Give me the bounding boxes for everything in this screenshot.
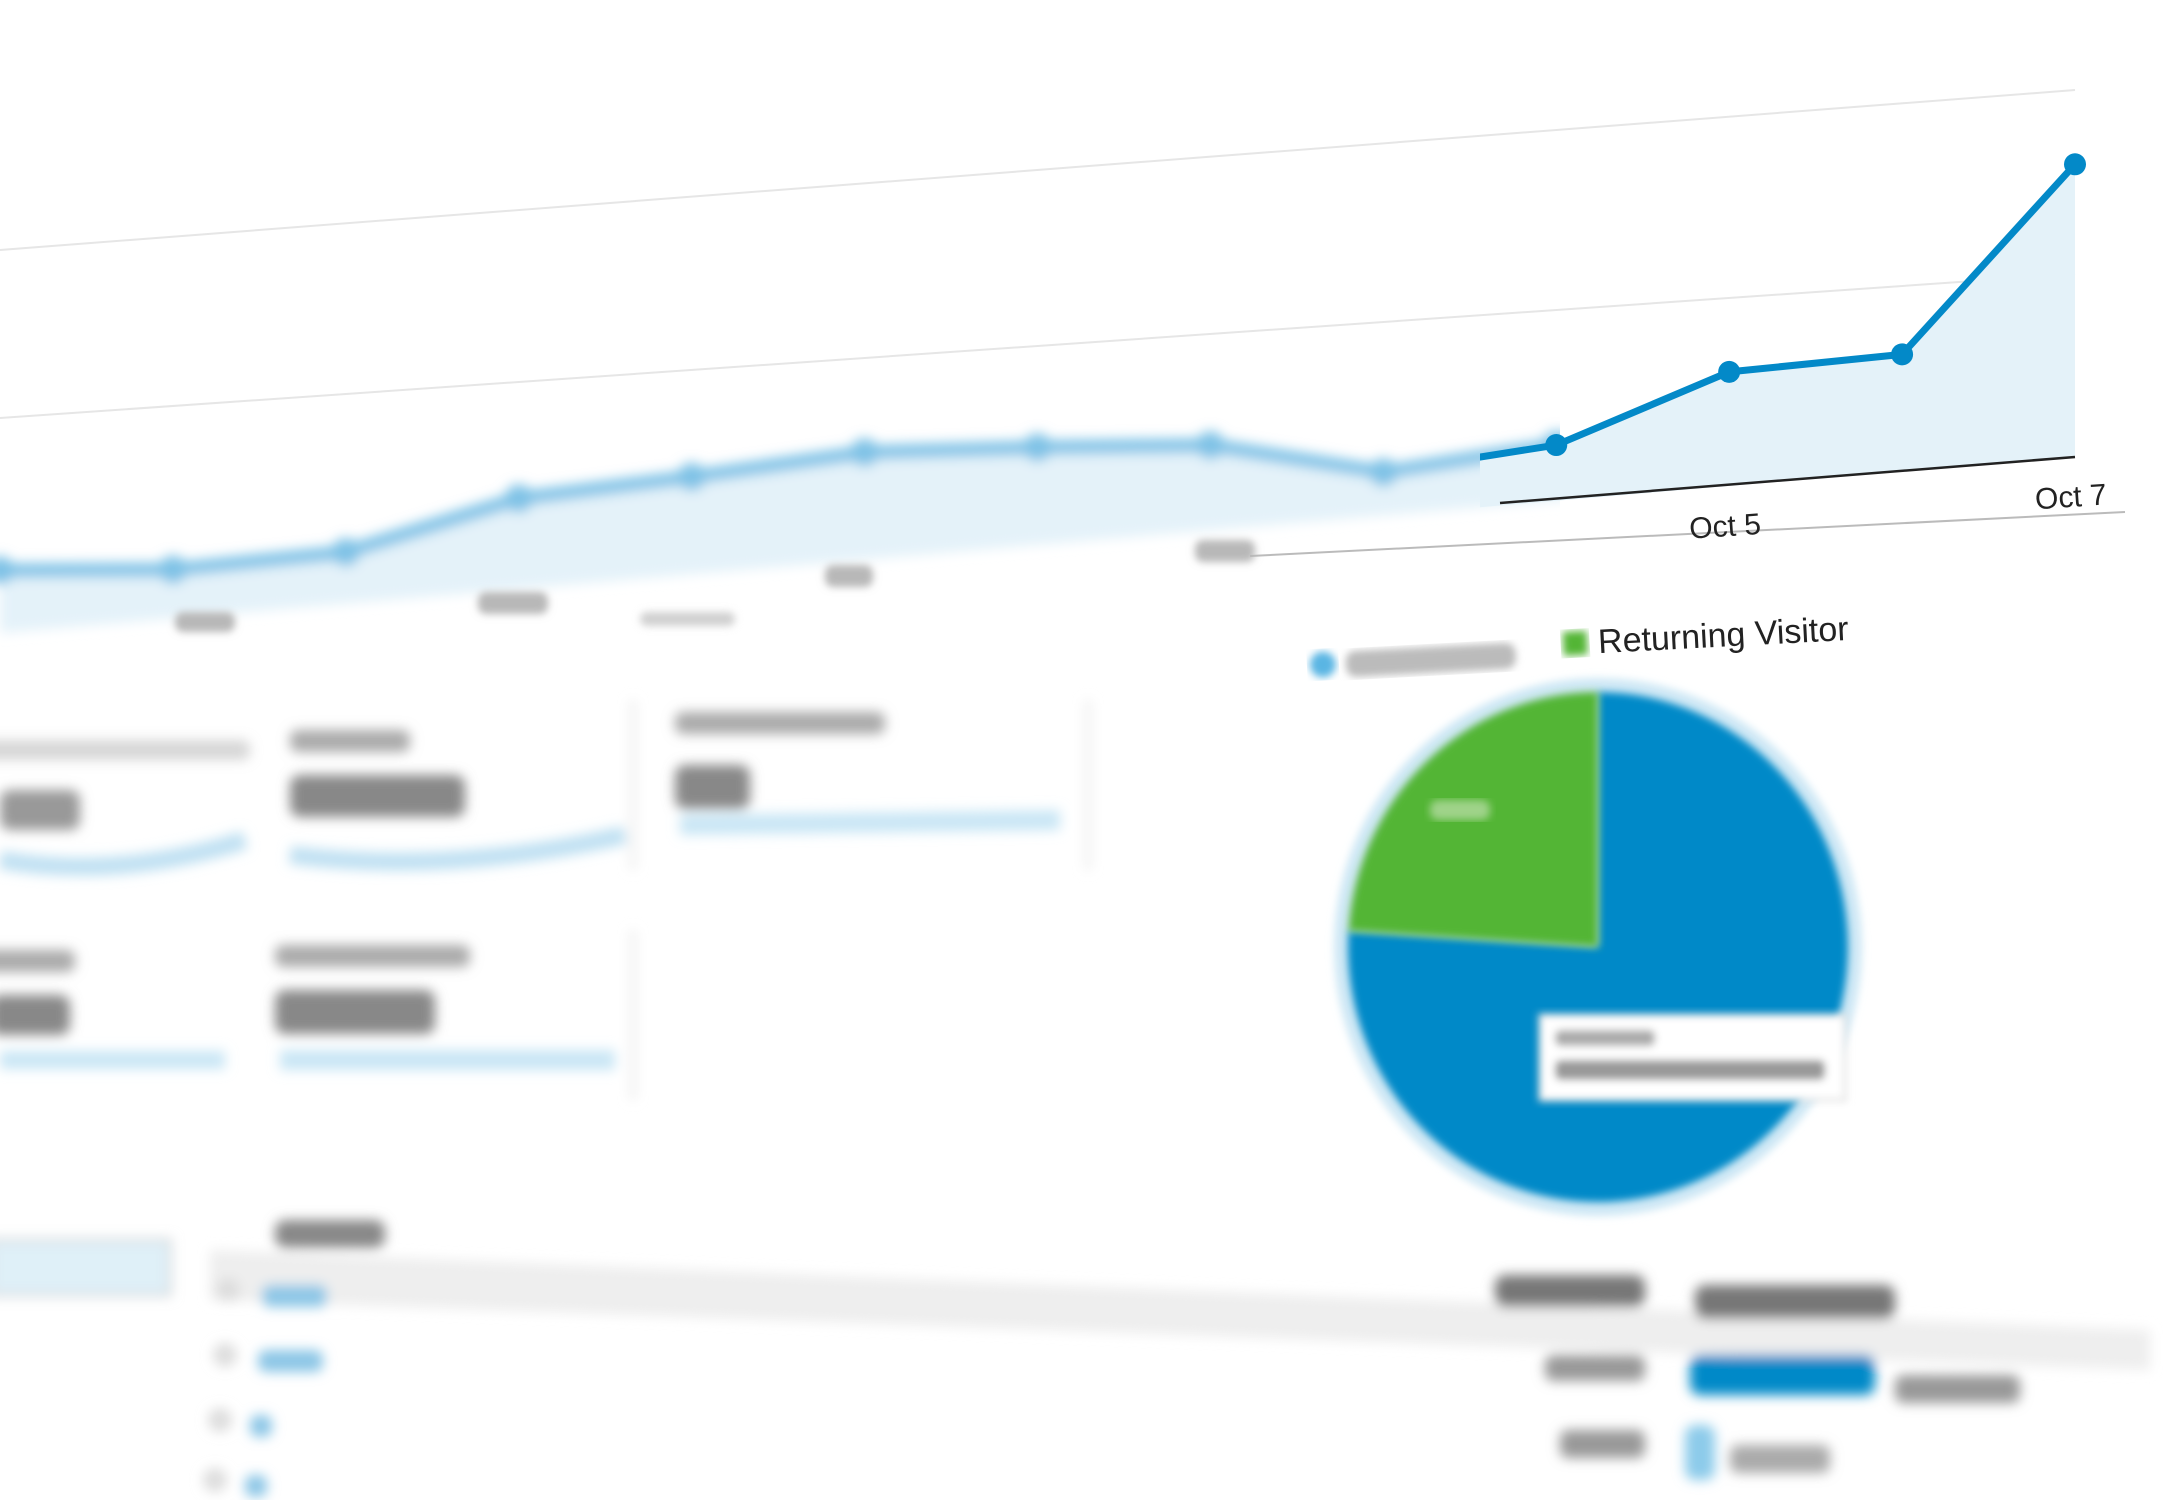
table-row[interactable] bbox=[213, 1343, 1830, 1480]
chart-gridlines bbox=[0, 89, 2076, 419]
data-point[interactable] bbox=[1718, 360, 1741, 383]
tick-label-blurred bbox=[478, 592, 548, 614]
table-row[interactable] bbox=[203, 1468, 267, 1497]
table-row[interactable] bbox=[216, 1278, 2020, 1403]
line-chart-sharp bbox=[1480, 153, 2086, 508]
metric-cards bbox=[0, 700, 1091, 1100]
blurred-tick-labels bbox=[175, 540, 1255, 632]
x-axis-line bbox=[1499, 455, 2076, 505]
data-point[interactable] bbox=[158, 555, 187, 584]
table-row[interactable] bbox=[208, 1408, 272, 1437]
metric-card bbox=[275, 930, 636, 1100]
legend-label-returning-visitor: Returning Visitor bbox=[1597, 610, 1849, 661]
data-point[interactable] bbox=[504, 484, 533, 513]
x-tick-labels: Oct 5 Oct 7 bbox=[1688, 478, 2108, 545]
legend-swatch-new-visitor[interactable] bbox=[1309, 651, 1336, 678]
x-tick-label: Oct 5 bbox=[1688, 508, 1762, 546]
column-header-blurred bbox=[275, 1220, 385, 1248]
data-point[interactable] bbox=[1196, 431, 1225, 460]
data-point[interactable] bbox=[331, 538, 360, 567]
metric-card bbox=[0, 740, 250, 876]
data-point[interactable] bbox=[677, 462, 706, 491]
column-header-percent-blurred bbox=[1695, 1285, 1895, 1319]
data-point[interactable] bbox=[0, 556, 14, 585]
line-chart-blurred bbox=[0, 431, 1560, 633]
metric-card bbox=[675, 700, 1091, 870]
legend-swatch-returning-visitor[interactable] bbox=[1562, 630, 1588, 656]
tick-label-blurred bbox=[1195, 540, 1255, 562]
gridline bbox=[0, 273, 2076, 419]
visitor-pie-chart bbox=[1334, 678, 1862, 1216]
pie-slice-label-blurred bbox=[1430, 800, 1490, 820]
data-table bbox=[0, 1220, 2150, 1497]
sessions-percent-bar bbox=[1690, 1355, 1875, 1395]
x-axis-secondary-line bbox=[1249, 511, 2126, 557]
gridline bbox=[0, 89, 2076, 251]
data-point[interactable] bbox=[1369, 458, 1398, 487]
area-fill bbox=[1480, 164, 2075, 508]
pie-legend: Returning Visitor bbox=[1309, 610, 1849, 678]
column-header-sessions-blurred bbox=[1495, 1275, 1645, 1307]
x-tick-label: Oct 7 bbox=[2034, 478, 2108, 516]
data-point[interactable] bbox=[850, 438, 879, 467]
data-point[interactable] bbox=[1023, 433, 1052, 462]
data-point[interactable] bbox=[1545, 434, 1568, 457]
metric-card bbox=[0, 950, 225, 1069]
data-point[interactable] bbox=[1891, 343, 1914, 366]
sessions-percent-bar bbox=[1685, 1425, 1715, 1480]
tick-label-blurred bbox=[640, 612, 735, 626]
table-search-box[interactable] bbox=[0, 1238, 172, 1297]
area-fill bbox=[0, 443, 1560, 633]
metric-card bbox=[288, 700, 636, 871]
legend-label-new-visitor-blurred bbox=[1345, 642, 1516, 677]
data-point[interactable] bbox=[2064, 153, 2086, 176]
pie-tooltip bbox=[1538, 1013, 1847, 1102]
tick-label-blurred bbox=[825, 565, 873, 587]
tick-label-blurred bbox=[175, 612, 235, 632]
